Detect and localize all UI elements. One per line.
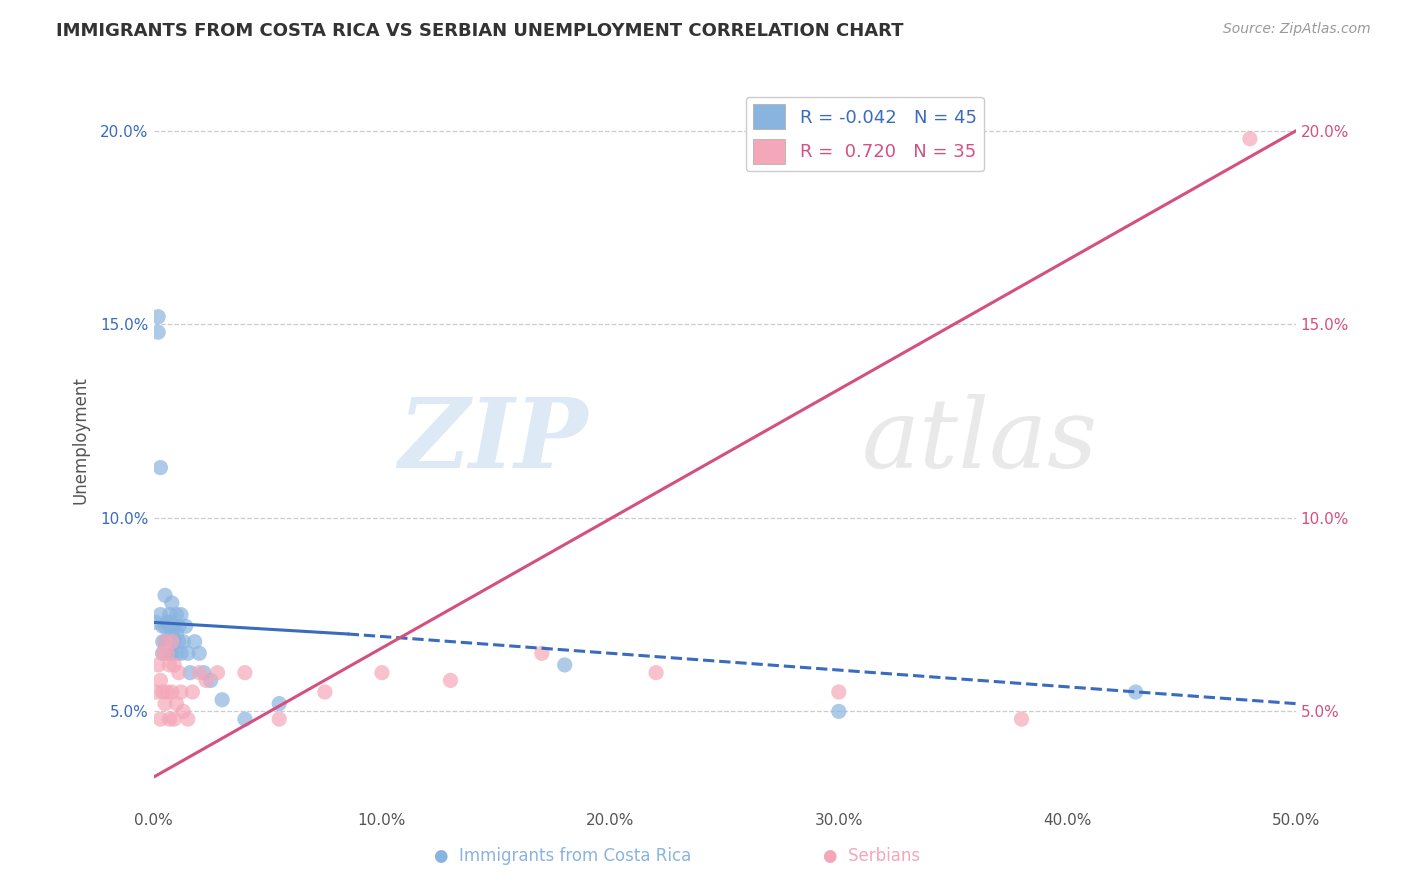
Point <box>145 685 167 699</box>
Point <box>152 646 174 660</box>
Point <box>828 685 851 699</box>
Point <box>156 615 179 630</box>
Point <box>167 619 190 633</box>
Text: ●  Serbians: ● Serbians <box>823 847 921 865</box>
Point <box>163 619 186 633</box>
Point <box>146 325 169 339</box>
Point <box>183 634 205 648</box>
Point <box>170 685 193 699</box>
Point <box>193 665 215 680</box>
Point <box>165 646 187 660</box>
Point <box>152 634 174 648</box>
Point <box>153 588 176 602</box>
Point <box>179 665 201 680</box>
Point <box>153 634 176 648</box>
Point <box>153 697 176 711</box>
Point <box>152 685 174 699</box>
Point <box>439 673 461 688</box>
Point <box>160 646 183 660</box>
Text: Source: ZipAtlas.com: Source: ZipAtlas.com <box>1223 22 1371 37</box>
Point <box>152 646 174 660</box>
Point <box>314 685 336 699</box>
Text: ●  Immigrants from Costa Rica: ● Immigrants from Costa Rica <box>434 847 690 865</box>
Point <box>149 673 172 688</box>
Point <box>200 673 222 688</box>
Point <box>269 697 291 711</box>
Point <box>152 619 174 633</box>
Point <box>160 627 183 641</box>
Point <box>177 646 200 660</box>
Point <box>165 607 187 622</box>
Point <box>828 704 851 718</box>
Point <box>159 619 181 633</box>
Point <box>177 712 200 726</box>
Text: ZIP: ZIP <box>398 393 588 488</box>
Point <box>163 634 186 648</box>
Point <box>1011 712 1033 726</box>
Point <box>174 619 197 633</box>
Point <box>160 685 183 699</box>
Point <box>163 657 186 672</box>
Point <box>159 646 181 660</box>
Point <box>371 665 394 680</box>
Point <box>188 646 211 660</box>
Point <box>149 607 172 622</box>
Point <box>1125 685 1147 699</box>
Point <box>163 712 186 726</box>
Point <box>188 665 211 680</box>
Point <box>159 657 181 672</box>
Point <box>165 627 187 641</box>
Point <box>172 634 194 648</box>
Point <box>207 665 229 680</box>
Text: IMMIGRANTS FROM COSTA RICA VS SERBIAN UNEMPLOYMENT CORRELATION CHART: IMMIGRANTS FROM COSTA RICA VS SERBIAN UN… <box>56 22 904 40</box>
Point <box>160 596 183 610</box>
Point <box>156 646 179 660</box>
Point <box>211 692 233 706</box>
Point <box>160 615 183 630</box>
Point <box>145 615 167 630</box>
Point <box>159 634 181 648</box>
Point <box>160 634 183 648</box>
Legend: R = -0.042   N = 45, R =  0.720   N = 35: R = -0.042 N = 45, R = 0.720 N = 35 <box>745 96 984 171</box>
Point <box>269 712 291 726</box>
Y-axis label: Unemployment: Unemployment <box>72 376 89 505</box>
Point <box>149 460 172 475</box>
Point <box>530 646 553 660</box>
Point <box>153 634 176 648</box>
Point <box>149 712 172 726</box>
Point <box>156 685 179 699</box>
Point <box>156 634 179 648</box>
Point <box>167 634 190 648</box>
Point <box>167 665 190 680</box>
Point <box>170 646 193 660</box>
Point <box>1239 132 1261 146</box>
Point <box>554 657 576 672</box>
Point <box>159 712 181 726</box>
Point <box>170 607 193 622</box>
Point <box>156 646 179 660</box>
Point <box>195 673 218 688</box>
Point <box>645 665 668 680</box>
Point <box>146 310 169 324</box>
Point <box>153 619 176 633</box>
Point <box>159 607 181 622</box>
Point <box>172 704 194 718</box>
Point <box>165 697 187 711</box>
Point <box>181 685 204 699</box>
Point <box>146 657 169 672</box>
Point <box>233 712 256 726</box>
Text: atlas: atlas <box>862 393 1098 488</box>
Point <box>233 665 256 680</box>
